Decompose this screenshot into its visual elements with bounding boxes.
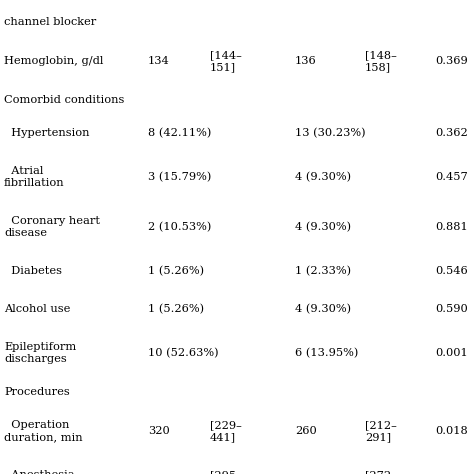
Text: Hemoglobin, g/dl: Hemoglobin, g/dl [4, 56, 103, 66]
Text: 1 (5.26%): 1 (5.26%) [148, 304, 204, 314]
Text: Alcohol use: Alcohol use [4, 304, 70, 314]
Text: 8 (42.11%): 8 (42.11%) [148, 128, 211, 138]
Text: [229–
441]: [229– 441] [210, 420, 242, 442]
Text: 4 (9.30%): 4 (9.30%) [295, 222, 351, 232]
Text: 0.590: 0.590 [435, 304, 468, 314]
Text: [295–
491]: [295– 491] [210, 470, 242, 474]
Text: Operation
duration, min: Operation duration, min [4, 420, 82, 442]
Text: Comorbid conditions: Comorbid conditions [4, 95, 124, 105]
Text: Procedures: Procedures [4, 387, 70, 397]
Text: 4 (9.30%): 4 (9.30%) [295, 172, 351, 182]
Text: [212–
291]: [212– 291] [365, 420, 397, 442]
Text: 134: 134 [148, 56, 170, 66]
Text: Diabetes: Diabetes [4, 266, 62, 276]
Text: 1 (2.33%): 1 (2.33%) [295, 266, 351, 276]
Text: 0.362: 0.362 [435, 128, 468, 138]
Text: Epileptiform
discharges: Epileptiform discharges [4, 342, 76, 364]
Text: Hypertension: Hypertension [4, 128, 90, 138]
Text: 3 (15.79%): 3 (15.79%) [148, 172, 211, 182]
Text: 2 (10.53%): 2 (10.53%) [148, 222, 211, 232]
Text: 13 (30.23%): 13 (30.23%) [295, 128, 365, 138]
Text: [148–
158]: [148– 158] [365, 50, 397, 72]
Text: [144–
151]: [144– 151] [210, 50, 242, 72]
Text: Coronary heart
disease: Coronary heart disease [4, 216, 100, 238]
Text: 0.881: 0.881 [435, 222, 468, 232]
Text: Anesthesia
duration, min: Anesthesia duration, min [4, 470, 82, 474]
Text: Atrial
fibrillation: Atrial fibrillation [4, 166, 64, 188]
Text: 260: 260 [295, 426, 317, 436]
Text: 0.546: 0.546 [435, 266, 468, 276]
Text: 6 (13.95%): 6 (13.95%) [295, 348, 358, 358]
Text: 0.001: 0.001 [435, 348, 468, 358]
Text: 4 (9.30%): 4 (9.30%) [295, 304, 351, 314]
Text: 0.457: 0.457 [435, 172, 468, 182]
Text: 1 (5.26%): 1 (5.26%) [148, 266, 204, 276]
Text: 136: 136 [295, 56, 317, 66]
Text: 0.369: 0.369 [435, 56, 468, 66]
Text: 10 (52.63%): 10 (52.63%) [148, 348, 219, 358]
Text: channel blocker: channel blocker [4, 17, 96, 27]
Text: 0.018: 0.018 [435, 426, 468, 436]
Text: [272–
352]: [272– 352] [365, 470, 397, 474]
Text: 320: 320 [148, 426, 170, 436]
